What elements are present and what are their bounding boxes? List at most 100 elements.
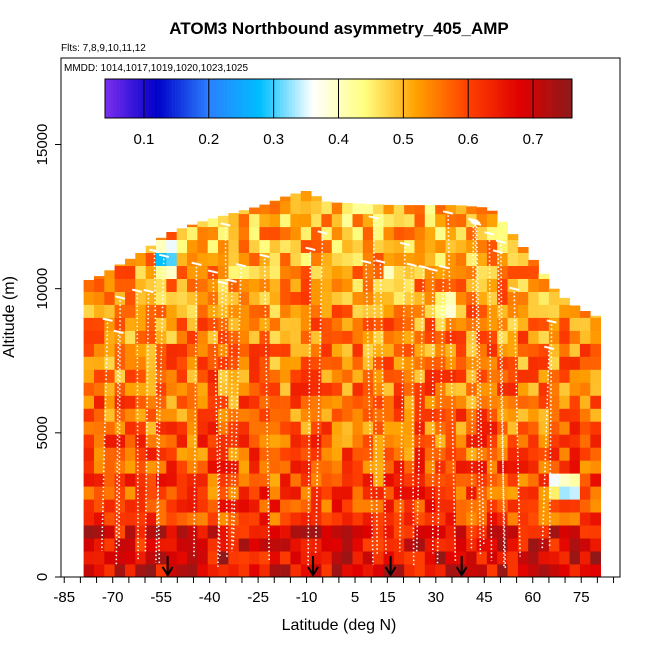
heatmap-cell bbox=[507, 447, 519, 461]
heatmap-cell bbox=[352, 551, 364, 565]
heatmap-cell bbox=[538, 382, 550, 396]
heatmap-cell bbox=[187, 473, 198, 487]
heatmap-cell bbox=[404, 291, 415, 305]
colorbar-segment bbox=[391, 79, 395, 118]
heatmap-cell bbox=[207, 499, 219, 513]
heatmap-cell bbox=[579, 421, 591, 435]
heatmap-cell bbox=[466, 304, 477, 318]
heatmap-cell bbox=[94, 538, 105, 552]
colorbar-segment bbox=[140, 79, 144, 118]
heatmap-cell bbox=[424, 291, 436, 305]
heatmap-cell bbox=[486, 265, 498, 279]
heatmap-cell bbox=[497, 369, 508, 383]
heatmap-cell bbox=[548, 356, 560, 370]
heatmap-cell bbox=[269, 330, 281, 344]
colorbar-segment bbox=[280, 79, 284, 118]
heatmap-cell bbox=[114, 564, 126, 577]
heatmap-cell bbox=[249, 356, 260, 370]
heatmap-cell bbox=[342, 551, 353, 565]
heatmap-cell bbox=[569, 473, 581, 487]
heatmap-cell bbox=[207, 408, 219, 422]
heatmap-cell bbox=[249, 207, 260, 215]
heatmap-cell bbox=[218, 343, 229, 357]
heatmap-cell bbox=[218, 525, 229, 539]
heatmap-cell bbox=[280, 408, 291, 422]
heatmap-cell bbox=[517, 525, 529, 539]
heatmap-cell bbox=[435, 317, 446, 331]
heatmap-cell bbox=[342, 278, 353, 292]
heatmap-cell bbox=[135, 408, 146, 422]
heatmap-cell bbox=[135, 382, 146, 396]
heatmap-cell bbox=[538, 551, 550, 565]
heatmap-cell bbox=[414, 473, 426, 487]
colorbar-segment bbox=[385, 79, 389, 118]
heatmap-cell bbox=[435, 499, 446, 513]
heatmap-cell bbox=[218, 304, 229, 318]
heatmap-cell bbox=[228, 473, 240, 487]
heatmap-cell bbox=[238, 538, 250, 552]
heatmap-cell bbox=[393, 499, 405, 513]
flight-profile-line bbox=[263, 254, 270, 561]
heatmap-cell bbox=[207, 538, 219, 552]
flight-profile-cap bbox=[484, 231, 495, 236]
heatmap-cell bbox=[393, 317, 405, 331]
heatmap-cell bbox=[114, 473, 126, 487]
heatmap-cell bbox=[290, 408, 302, 422]
heatmap-cell bbox=[342, 408, 353, 422]
heatmap-cell bbox=[125, 258, 136, 266]
heatmap-cell bbox=[404, 525, 415, 539]
heatmap-cell bbox=[187, 564, 198, 577]
heatmap-cell bbox=[238, 210, 250, 215]
heatmap-cell bbox=[145, 538, 157, 552]
heatmap-cell bbox=[548, 538, 560, 552]
heatmap-cell bbox=[590, 369, 601, 383]
heatmap-cell bbox=[507, 421, 519, 435]
heatmap-cell bbox=[321, 252, 333, 266]
heatmap-cell bbox=[300, 200, 312, 215]
heatmap-cell bbox=[517, 317, 529, 331]
heatmap-cell bbox=[104, 538, 115, 552]
heatmap-cell bbox=[548, 304, 560, 318]
heatmap-cell bbox=[331, 330, 343, 344]
heatmap-cell bbox=[517, 551, 529, 565]
heatmap-cell bbox=[507, 473, 519, 487]
heatmap-cell bbox=[352, 252, 364, 266]
heatmap-cell bbox=[83, 369, 95, 383]
colorbar-segment bbox=[105, 79, 109, 118]
heatmap-cell bbox=[218, 408, 229, 422]
colorbar-segment bbox=[344, 79, 348, 118]
heatmap-cell bbox=[466, 369, 477, 383]
flight-profile-line bbox=[155, 254, 165, 564]
colorbar-tick-label: 0.5 bbox=[393, 131, 414, 148]
heatmap-cell bbox=[321, 460, 333, 474]
colorbar-segment bbox=[469, 79, 474, 118]
heatmap-cell bbox=[125, 473, 136, 487]
heatmap-cell bbox=[218, 434, 229, 448]
colorbar-segment bbox=[493, 79, 497, 118]
heatmap-cell bbox=[280, 265, 291, 279]
colorbar-segment bbox=[221, 79, 225, 118]
heatmap-cell bbox=[383, 265, 395, 279]
heatmap-cell bbox=[83, 304, 95, 318]
plot-frame bbox=[60, 57, 621, 578]
colorbar-segment bbox=[233, 79, 237, 118]
heatmap-cell bbox=[362, 226, 374, 241]
heatmap-cell bbox=[269, 408, 281, 422]
heatmap-cell bbox=[424, 564, 436, 577]
heatmap-cell bbox=[290, 291, 302, 305]
heatmap-cell bbox=[321, 369, 333, 383]
heatmap-cell bbox=[187, 239, 198, 253]
heatmap-cell bbox=[311, 460, 322, 474]
heatmap-cell bbox=[311, 304, 322, 318]
heatmap-cell bbox=[393, 343, 405, 357]
heatmap-cell bbox=[259, 343, 271, 357]
flight-profile-line bbox=[314, 231, 324, 554]
heatmap-cell bbox=[269, 512, 281, 526]
heatmap-cell bbox=[342, 525, 353, 539]
heatmap-cell bbox=[435, 330, 446, 344]
heatmap-cell bbox=[517, 421, 529, 435]
heatmap-cell bbox=[393, 486, 405, 500]
colorbar-segment bbox=[151, 79, 155, 118]
heatmap-cell bbox=[259, 564, 271, 577]
heatmap-cell bbox=[228, 447, 240, 461]
